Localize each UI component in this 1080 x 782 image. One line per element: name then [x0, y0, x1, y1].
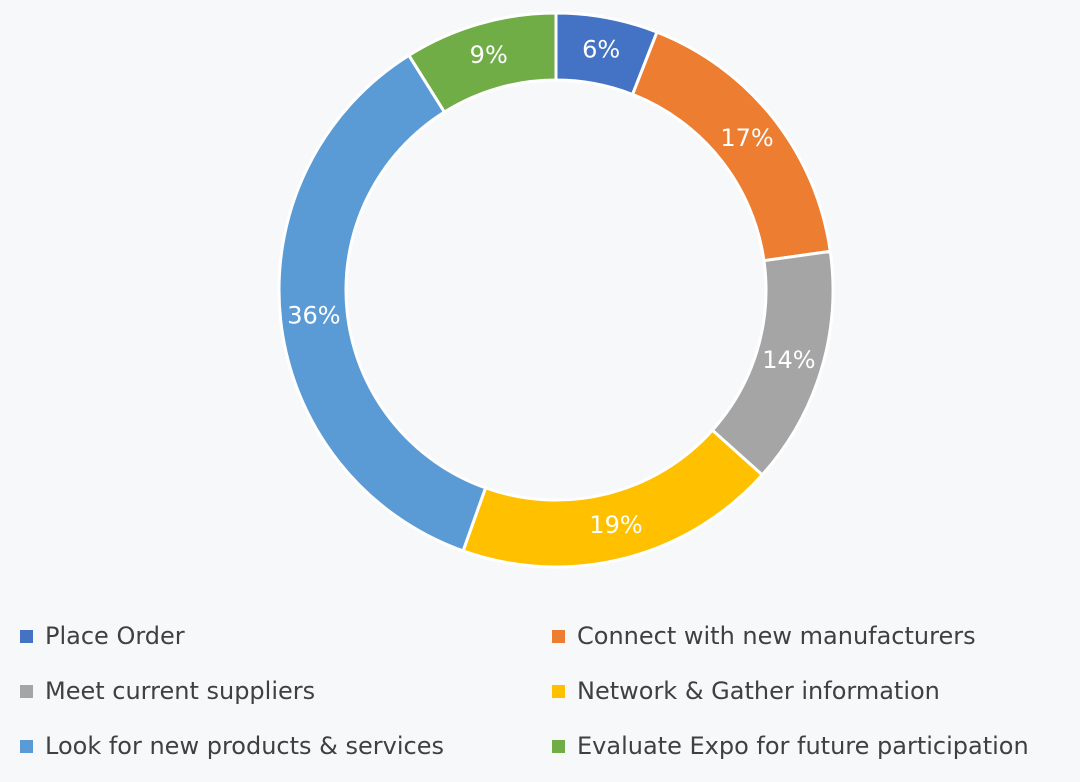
- legend-label: Network & Gather information: [577, 677, 940, 705]
- legend-swatch: [552, 630, 565, 643]
- legend-label: Meet current suppliers: [45, 677, 315, 705]
- legend-swatch: [20, 685, 33, 698]
- data-label: 19%: [589, 511, 642, 539]
- legend-swatch: [20, 740, 33, 753]
- legend-label: Place Order: [45, 622, 185, 650]
- data-label: 14%: [762, 346, 815, 374]
- legend-swatch: [20, 630, 33, 643]
- donut-slice: [461, 428, 765, 569]
- legend-label: Connect with new manufacturers: [577, 622, 976, 650]
- legend-swatch: [552, 740, 565, 753]
- data-label: 6%: [582, 36, 620, 64]
- legend-swatch: [552, 685, 565, 698]
- donut-slice: [406, 11, 558, 115]
- legend-label: Look for new products & services: [45, 732, 444, 760]
- data-label: 9%: [470, 41, 508, 69]
- data-label: 36%: [287, 301, 340, 329]
- legend-label: Evaluate Expo for future participation: [577, 732, 1029, 760]
- data-label: 17%: [720, 124, 773, 152]
- donut-slice: [277, 53, 488, 553]
